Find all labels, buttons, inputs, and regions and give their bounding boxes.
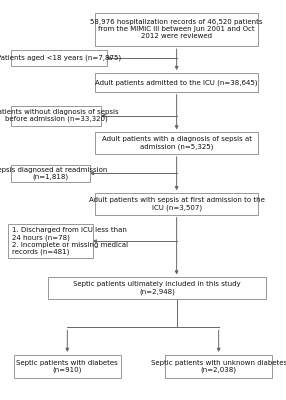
- Text: Adult patients with a diagnosis of sepsis at
admission (n=5,325): Adult patients with a diagnosis of sepsi…: [102, 136, 252, 150]
- Text: Patients without diagnosis of sepsis
before admission (n=33,320): Patients without diagnosis of sepsis bef…: [0, 109, 118, 122]
- Text: Patients aged <18 years (n=7,875): Patients aged <18 years (n=7,875): [0, 55, 121, 61]
- FancyBboxPatch shape: [165, 355, 272, 378]
- FancyBboxPatch shape: [95, 73, 258, 92]
- FancyBboxPatch shape: [11, 106, 101, 126]
- Text: Adult patients with sepsis at first admission to the
ICU (n=3,507): Adult patients with sepsis at first admi…: [89, 197, 265, 211]
- FancyBboxPatch shape: [48, 278, 266, 299]
- Text: 1. Discharged from ICU less than
24 hours (n=78)
2. Incomplete or missing medica: 1. Discharged from ICU less than 24 hour…: [12, 227, 128, 255]
- Text: 58,976 hospitalization records of 46,520 patients
from the MIMIC III between Jun: 58,976 hospitalization records of 46,520…: [90, 20, 263, 40]
- FancyBboxPatch shape: [14, 355, 121, 378]
- Text: Sepsis diagnosed at readmission
(n=1,818): Sepsis diagnosed at readmission (n=1,818…: [0, 166, 108, 180]
- Text: Septic patients ultimately included in this study
(n=2,948): Septic patients ultimately included in t…: [73, 282, 241, 295]
- FancyBboxPatch shape: [9, 224, 93, 258]
- FancyBboxPatch shape: [11, 165, 90, 182]
- FancyBboxPatch shape: [95, 132, 258, 154]
- FancyBboxPatch shape: [11, 50, 107, 66]
- Text: Septic patients with unknown diabetes
(n=2,038): Septic patients with unknown diabetes (n…: [151, 360, 286, 373]
- Text: Adult patients admitted to the ICU (n=38,645): Adult patients admitted to the ICU (n=38…: [96, 79, 258, 86]
- Text: Septic patients with diabetes
(n=910): Septic patients with diabetes (n=910): [17, 360, 118, 373]
- FancyBboxPatch shape: [95, 193, 258, 215]
- FancyBboxPatch shape: [95, 13, 258, 46]
